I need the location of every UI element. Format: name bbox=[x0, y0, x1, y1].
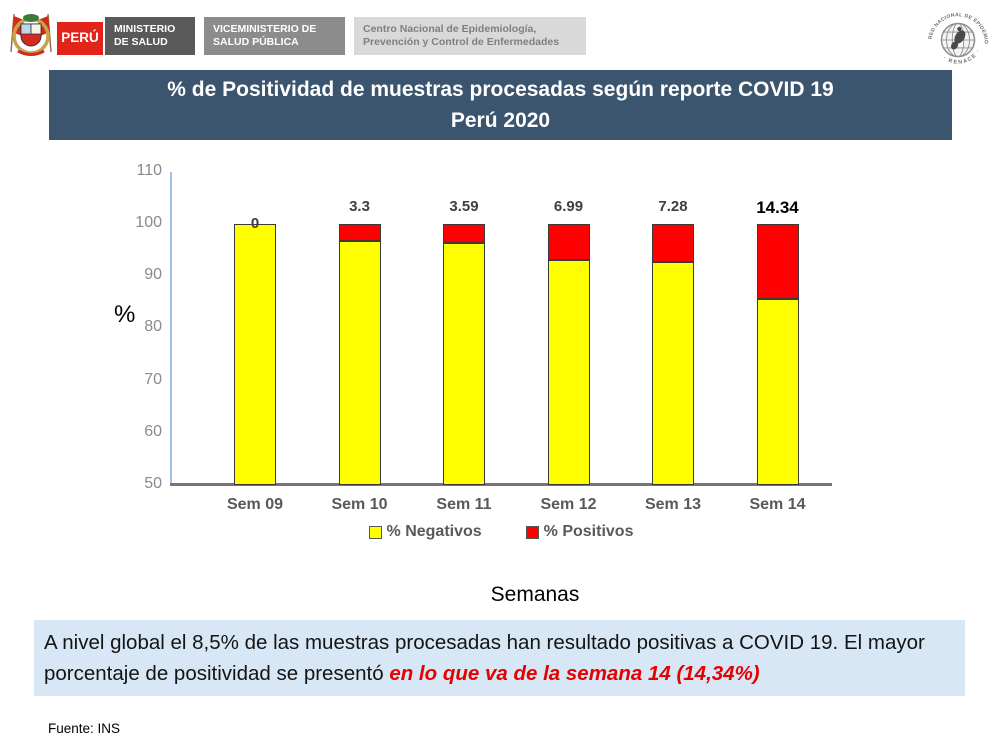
bar-segment-positivos-sem-10 bbox=[338, 223, 381, 241]
legend-item-negativos: % Negativos bbox=[368, 523, 482, 541]
bar-segment-positivos-sem-13 bbox=[652, 223, 694, 262]
legend-swatch-positivos bbox=[525, 525, 539, 539]
y-axis-title: % bbox=[114, 301, 136, 328]
slide-title-line2: Perú 2020 bbox=[450, 109, 551, 132]
bar-segment-positivos-sem-14 bbox=[756, 223, 799, 299]
footprint-icon bbox=[950, 26, 966, 50]
x-axis-title: Semanas bbox=[490, 583, 580, 606]
y-axis-line bbox=[170, 171, 172, 485]
centro-epidemiologia-box: Centro Nacional de Epidemiología, Preven… bbox=[354, 17, 586, 55]
x-axis-category-label: Sem 09 bbox=[226, 496, 284, 513]
bar-segment-negativos-sem-11 bbox=[443, 242, 485, 485]
legend-item-positivos: % Positivos bbox=[525, 523, 634, 541]
summary-highlight-text: en lo que va de la semana 14 (14,34%) bbox=[389, 662, 760, 686]
legend-swatch-negativos bbox=[368, 525, 382, 539]
summary-text: A nivel global el 8,5% de las muestras p… bbox=[44, 631, 925, 686]
bar-value-label: 6.99 bbox=[553, 197, 584, 215]
source-note: Fuente: INS bbox=[48, 721, 121, 736]
y-axis-tick-label: 50 bbox=[144, 475, 162, 492]
y-axis-tick-label: 80 bbox=[144, 318, 162, 336]
y-axis-tick-label: 110 bbox=[136, 161, 162, 179]
bar-segment-negativos-sem-12 bbox=[547, 260, 590, 485]
chart-legend: % Negativos % Positivos bbox=[170, 523, 832, 541]
legend-label-negativos: % Negativos bbox=[386, 523, 482, 540]
ministerio-salud-box: MINISTERIO DE SALUD bbox=[105, 17, 195, 55]
x-axis-category-label: Sem 14 bbox=[749, 496, 806, 513]
renace-logo-icon: RED NACIONAL DE EPIDEMIOLOGIA · RENACE · bbox=[922, 4, 988, 66]
bar-segment-positivos-sem-11 bbox=[443, 223, 485, 243]
x-axis-category-label: Sem 11 bbox=[436, 496, 492, 513]
bar-segment-negativos-sem-13 bbox=[652, 261, 694, 485]
bar-segment-negativos-sem-14 bbox=[756, 298, 799, 485]
bar-segment-negativos-sem-09 bbox=[234, 223, 276, 485]
y-axis-tick-label: 100 bbox=[135, 213, 162, 231]
bar-value-label: 7.28 bbox=[658, 197, 688, 215]
legend-label-positivos: % Positivos bbox=[543, 523, 634, 540]
bar-value-label: 14.34 bbox=[756, 197, 799, 217]
bar-value-label: 3.59 bbox=[449, 197, 479, 215]
x-axis-category-label: Sem 13 bbox=[644, 496, 702, 513]
ministry-brand-bar: PERÚ MINISTERIO DE SALUD VICEMINISTERIO … bbox=[57, 17, 586, 55]
y-axis-tick-label: 60 bbox=[144, 422, 162, 440]
bar-segment-negativos-sem-10 bbox=[338, 240, 381, 485]
peru-coat-of-arms-icon bbox=[10, 13, 52, 56]
slide-title-line1: % de Positividad de muestras procesadas … bbox=[167, 77, 834, 101]
y-axis-tick-label: 90 bbox=[144, 266, 162, 283]
y-axis-tick-label: 70 bbox=[144, 370, 162, 388]
summary-text-box: A nivel global el 8,5% de las muestras p… bbox=[34, 620, 965, 697]
x-axis-category-label: Sem 10 bbox=[331, 496, 388, 513]
bar-segment-positivos-sem-12 bbox=[547, 223, 590, 261]
x-axis-line bbox=[170, 483, 832, 486]
peru-brand-box: PERÚ bbox=[57, 22, 103, 55]
viceministerio-box: VICEMINISTERIO DE SALUD PÚBLICA bbox=[204, 17, 345, 55]
title-bar: % de Positividad de muestras procesadas … bbox=[49, 70, 952, 140]
bar-value-label: 3.3 bbox=[349, 197, 370, 215]
x-axis-category-label: Sem 12 bbox=[540, 496, 597, 513]
bar-value-label: 0 bbox=[250, 214, 260, 232]
